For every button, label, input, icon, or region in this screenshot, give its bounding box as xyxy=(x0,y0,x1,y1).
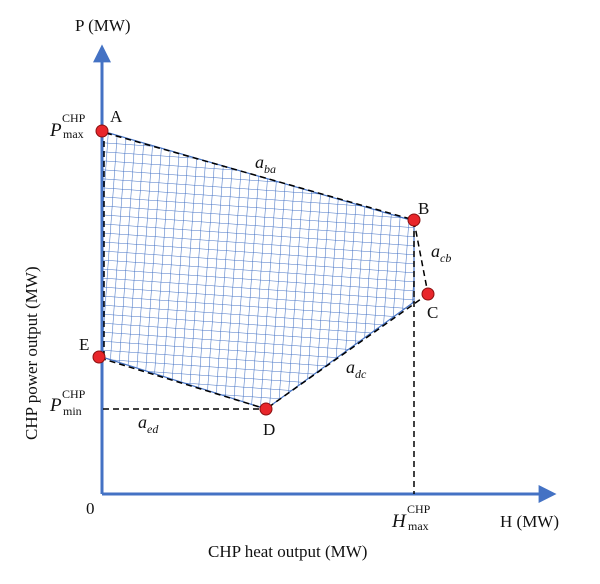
point-a-marker xyxy=(95,124,109,138)
point-b-label: B xyxy=(418,199,429,218)
p-max-tick-label: P CHP max xyxy=(49,111,86,141)
edge-ba-label: a ba xyxy=(255,152,276,176)
svg-text:H: H xyxy=(391,511,407,532)
origin-label: 0 xyxy=(86,499,95,518)
svg-text:ed: ed xyxy=(147,422,159,436)
p-min-tick-label: P CHP min xyxy=(49,387,86,418)
svg-text:P: P xyxy=(49,120,62,141)
edge-ed-label: a ed xyxy=(138,412,159,436)
feasible-region xyxy=(101,130,415,410)
svg-text:ba: ba xyxy=(264,162,276,176)
h-max-tick-label: H CHP max xyxy=(391,502,431,533)
point-d-label: D xyxy=(263,420,275,439)
svg-text:P: P xyxy=(49,395,62,416)
svg-text:CHP: CHP xyxy=(62,111,86,125)
svg-text:min: min xyxy=(63,404,82,418)
point-d-marker xyxy=(259,402,273,416)
svg-text:a: a xyxy=(431,241,440,261)
svg-text:a: a xyxy=(346,357,355,377)
point-a-label: A xyxy=(110,107,123,126)
svg-text:a: a xyxy=(255,152,264,172)
point-e-label: E xyxy=(79,335,89,354)
point-b-marker xyxy=(407,213,421,227)
edge-ba xyxy=(105,132,415,221)
svg-text:max: max xyxy=(408,519,429,533)
edge-cb-label: a cb xyxy=(431,241,451,265)
svg-text:CHP: CHP xyxy=(407,502,431,516)
svg-text:dc: dc xyxy=(355,367,367,381)
svg-text:max: max xyxy=(63,127,84,141)
svg-text:CHP: CHP xyxy=(62,387,86,401)
edge-cb xyxy=(413,220,429,295)
point-c-label: C xyxy=(427,303,438,322)
y-axis-title: CHP power output (MW) xyxy=(22,266,41,440)
svg-text:a: a xyxy=(138,412,147,432)
edge-dc xyxy=(265,293,429,410)
point-e-marker xyxy=(92,350,106,364)
x-axis-label: H (MW) xyxy=(500,512,559,531)
edge-ed xyxy=(99,357,267,410)
svg-text:cb: cb xyxy=(440,251,451,265)
edge-dc-label: a dc xyxy=(346,357,367,381)
point-c-marker xyxy=(421,287,435,301)
y-axis-label: P (MW) xyxy=(75,16,131,35)
x-axis-title: CHP heat output (MW) xyxy=(208,542,367,561)
